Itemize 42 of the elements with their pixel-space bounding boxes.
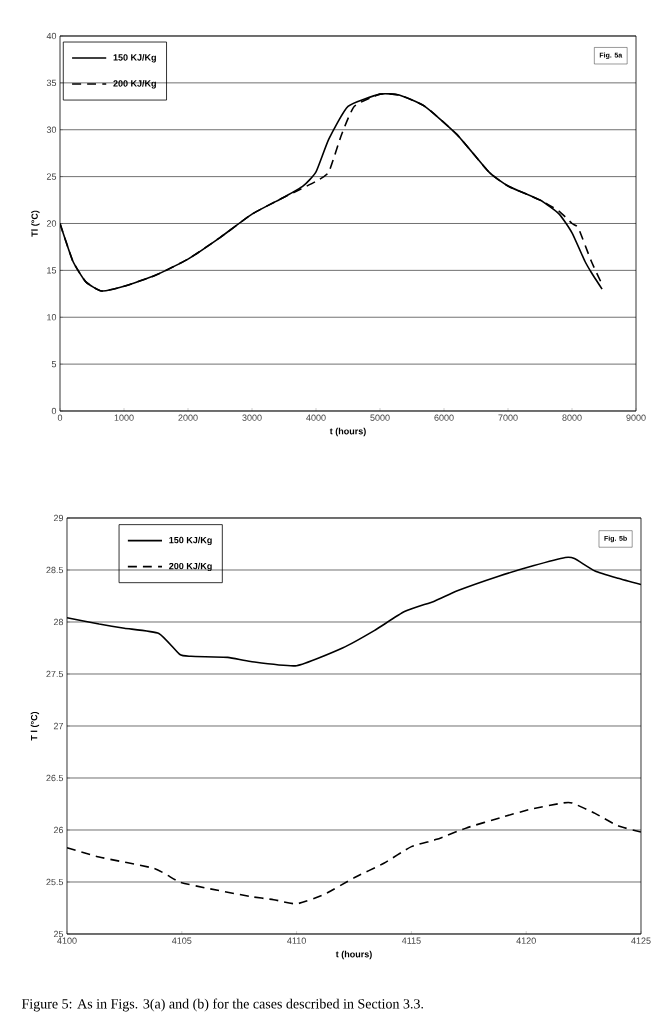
y-axis-title: T l (°C) — [30, 711, 40, 741]
y-tick-label: 25.5 — [46, 878, 64, 886]
x-tick-label: 5000 — [370, 414, 390, 421]
legend-label: 200 KJ/Kg — [113, 80, 156, 89]
legend-label: 200 KJ/Kg — [169, 562, 212, 572]
y-tick-label: 29 — [53, 514, 64, 522]
y-tick-label: 27.5 — [46, 670, 64, 678]
y-tick-label: 26.5 — [46, 774, 64, 782]
legend-label: 150 KJ/Kg — [169, 536, 212, 546]
y-tick-label: 25 — [53, 930, 64, 938]
x-tick-label: 3000 — [242, 414, 262, 421]
x-tick-label: 7000 — [498, 414, 518, 421]
x-tick-label: 4110 — [287, 937, 306, 944]
y-tick-label: 10 — [47, 314, 57, 321]
x-tick-label: 8000 — [562, 414, 582, 421]
caption: Figure 5: As in Figs. 3(a) and (b) for the cases described in Section 3.3. — [21, 998, 424, 1012]
x-tick-label: 4120 — [516, 937, 536, 944]
y-tick-label: 30 — [46, 126, 57, 133]
y-tick-label: 28 — [53, 618, 64, 626]
x-tick-label: 4105 — [171, 937, 192, 944]
y-tick-label: 40 — [46, 32, 57, 40]
legend-label: 150 KJ/Kg — [113, 54, 156, 63]
y-tick-label: 35 — [46, 79, 57, 87]
x-axis-title: t (hours) — [329, 427, 366, 437]
x-tick-label: 4115 — [401, 937, 421, 944]
y-tick-label: 20 — [46, 220, 57, 227]
x-tick-label: 4125 — [631, 937, 651, 944]
y-axis-title: Tl (°C) — [31, 210, 40, 237]
y-tick-label: 28.5 — [46, 566, 64, 574]
y-tick-label: 0 — [51, 407, 57, 415]
y-tick-label: 25 — [46, 173, 57, 180]
y-tick-label: 26 — [53, 826, 64, 834]
y-tick-label: 27 — [53, 722, 64, 730]
x-tick-label: 4100 — [57, 937, 77, 944]
x-tick-label: 4000 — [306, 414, 326, 421]
y-tick-label: 5 — [51, 360, 57, 368]
x-tick-label: 2000 — [178, 414, 198, 421]
y-tick-label: 15 — [47, 267, 57, 274]
x-tick-label: 1000 — [114, 414, 134, 421]
x-tick-label: 6000 — [434, 414, 454, 421]
x-axis-title: t (hours) — [335, 950, 372, 960]
x-tick-label: 9000 — [626, 414, 646, 421]
